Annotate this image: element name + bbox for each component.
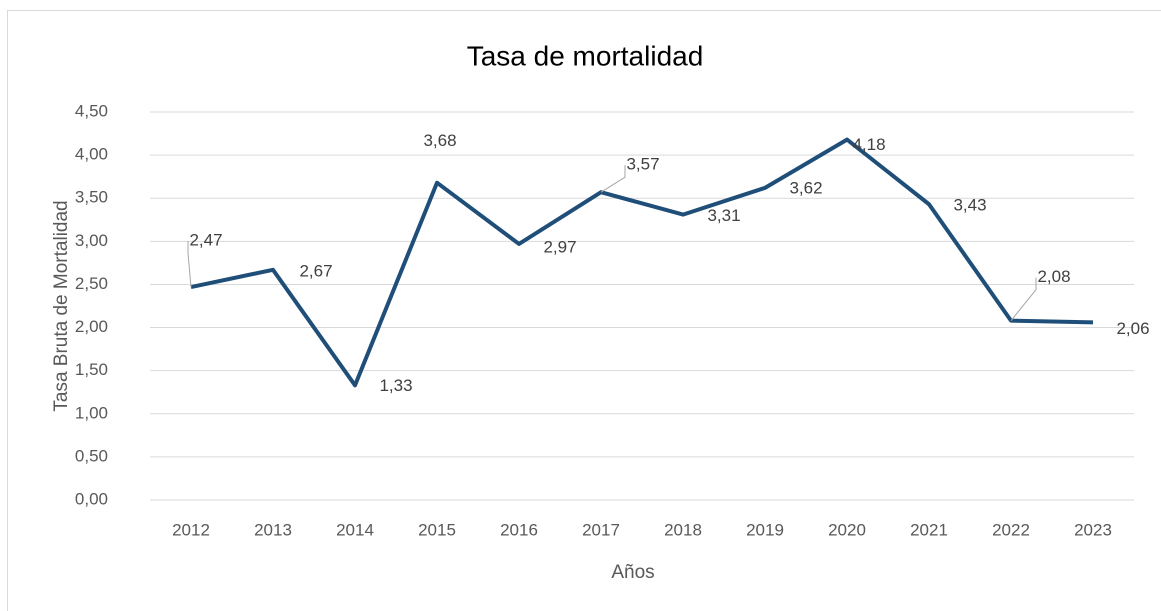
data-label: 3,68 xyxy=(423,131,456,150)
x-tick-label: 2018 xyxy=(664,520,702,539)
y-tick-label: 3,50 xyxy=(75,188,108,207)
x-tick-label: 2023 xyxy=(1074,520,1112,539)
y-tick-label: 3,00 xyxy=(75,231,108,250)
data-label: 2,47 xyxy=(189,231,222,250)
y-tick-label: 1,00 xyxy=(75,403,108,422)
x-tick-label: 2016 xyxy=(500,520,538,539)
data-label: 2,08 xyxy=(1037,267,1070,286)
y-axis-title: Tasa Bruta de Mortalidad xyxy=(51,200,72,411)
x-tick-label: 2014 xyxy=(336,520,374,539)
x-axis-title: Años xyxy=(611,562,654,583)
x-tick-label: 2020 xyxy=(828,520,866,539)
data-label: 2,97 xyxy=(543,237,576,256)
data-label: 2,06 xyxy=(1116,319,1149,338)
y-tick-label: 4,50 xyxy=(75,101,108,120)
data-label: 4,18 xyxy=(852,135,885,154)
x-tick-label: 2017 xyxy=(582,520,620,539)
data-label: 3,62 xyxy=(789,178,822,197)
data-label: 1,33 xyxy=(379,376,412,395)
x-tick-label: 2022 xyxy=(992,520,1030,539)
x-tick-label: 2013 xyxy=(254,520,292,539)
leader-line xyxy=(600,165,626,193)
leader-line xyxy=(1010,277,1037,321)
chart-title: Tasa de mortalidad xyxy=(467,40,704,71)
data-label: 2,67 xyxy=(299,261,332,280)
leader-line xyxy=(187,241,192,288)
chart-frame xyxy=(7,10,1161,611)
x-tick-label: 2019 xyxy=(746,520,784,539)
data-label: 3,31 xyxy=(707,206,740,225)
y-tick-label: 2,50 xyxy=(75,274,108,293)
y-tick-label: 0,50 xyxy=(75,446,108,465)
x-tick-label: 2012 xyxy=(172,520,210,539)
x-tick-label: 2015 xyxy=(418,520,456,539)
data-label: 3,43 xyxy=(953,196,986,215)
x-tick-label: 2021 xyxy=(910,520,948,539)
data-line xyxy=(190,137,1094,388)
data-label: 3,57 xyxy=(626,155,659,174)
y-tick-label: 4,00 xyxy=(75,145,108,164)
y-tick-label: 0,00 xyxy=(75,489,108,508)
y-tick-label: 1,50 xyxy=(75,360,108,379)
y-tick-label: 2,00 xyxy=(75,317,108,336)
